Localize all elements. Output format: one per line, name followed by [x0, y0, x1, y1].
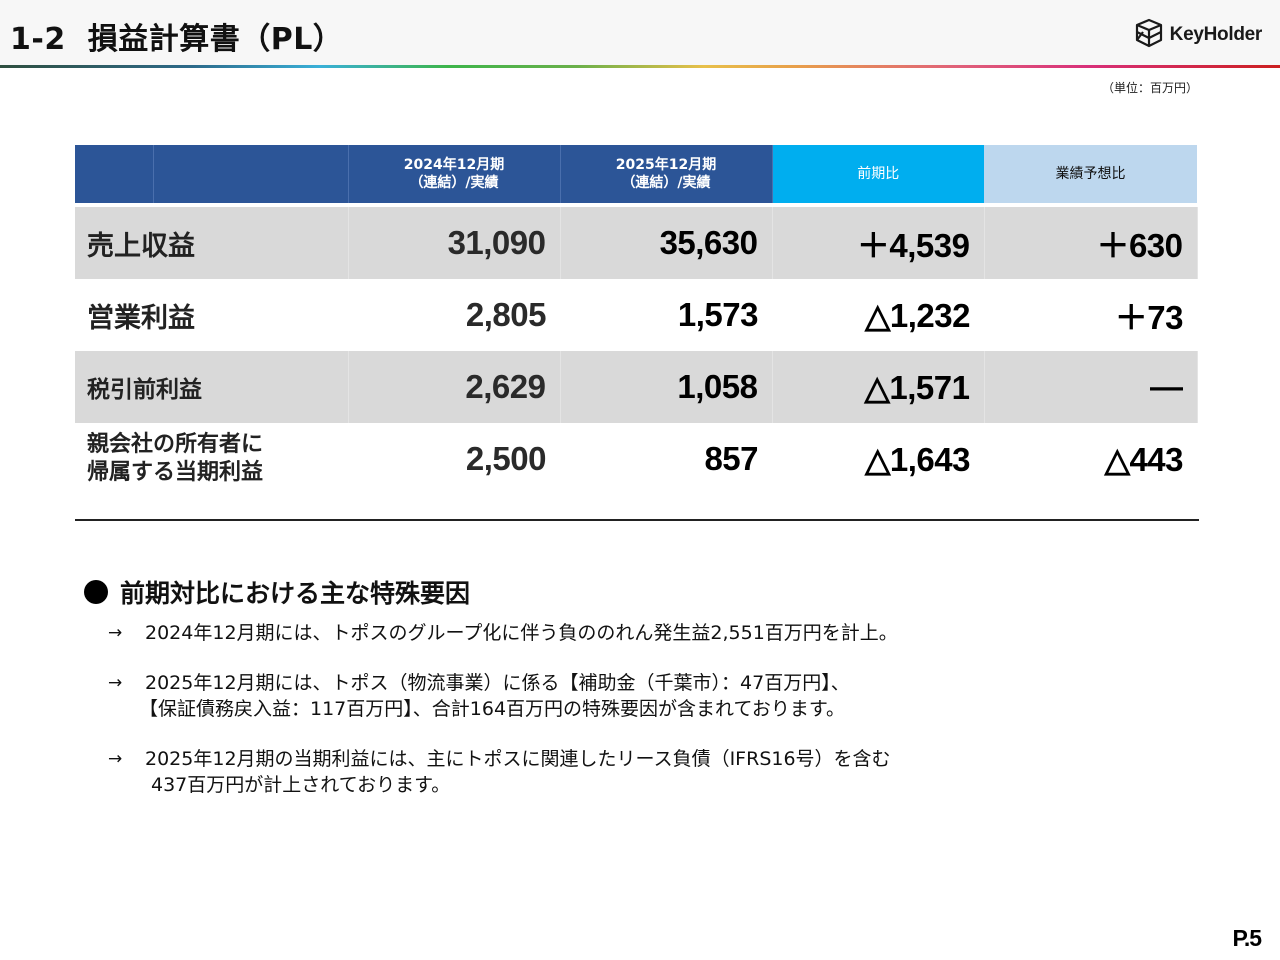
header-fy2024: 2024年12月期 （連結）/実績 — [348, 145, 561, 203]
fy2025-value: 1,058 — [560, 351, 773, 423]
yoy-value: ＋4,539 — [772, 207, 985, 279]
fy2024-value: 2,500 — [465, 440, 547, 477]
table-row-operating-profit: 営業利益 2,805 1,573 △1,232 ＋73 — [75, 279, 1197, 351]
arrow-right-icon: → — [108, 749, 123, 769]
title-text: 損益計算書（PL） — [87, 22, 344, 57]
row-label: 親会社の所有者に 帰属する当期利益 — [87, 432, 264, 485]
yoy-value: △1,643 — [865, 440, 970, 478]
section-number: 1-2 — [10, 22, 66, 57]
header-spacer — [75, 145, 154, 203]
header-item — [153, 145, 349, 203]
pl-table: 2024年12月期 （連結）/実績 2025年12月期 （連結）/実績 前期比 … — [75, 145, 1198, 495]
arrow-right-icon: → — [108, 623, 123, 643]
table-row-pretax-profit: 税引前利益 2,629 1,058 △1,571 — — [75, 351, 1198, 423]
table-row-net-profit: 親会社の所有者に 帰属する当期利益 2,500 857 △1,643 △443 — [75, 423, 1197, 495]
arrow-right-icon: → — [108, 673, 123, 693]
factor-text: 2025年12月期には、トポス（物流事業）に係る【補助金（千葉市）：47百万円】… — [139, 672, 850, 720]
table-bottom-rule — [75, 519, 1199, 521]
table-header-row: 2024年12月期 （連結）/実績 2025年12月期 （連結）/実績 前期比 … — [75, 145, 1197, 203]
fy2025-value: 35,630 — [560, 207, 773, 279]
fy2025-value: 1,573 — [677, 296, 759, 333]
logo-text: KeyHolder — [1169, 24, 1263, 45]
fy2024-value: 2,629 — [348, 351, 561, 423]
header-vs-forecast: 業績予想比 — [984, 145, 1197, 203]
header-yoy: 前期比 — [772, 145, 984, 203]
fy2024-value: 31,090 — [348, 207, 561, 279]
page-title: 1-2 損益計算書（PL） — [10, 14, 343, 58]
vs-forecast-value: ＋630 — [984, 207, 1198, 279]
cube-logo-icon — [1134, 18, 1164, 52]
vs-forecast-value: △443 — [1104, 440, 1184, 478]
unit-note: （単位：百万円） — [1101, 81, 1198, 95]
fy2024-value: 2,805 — [465, 296, 547, 333]
factor-item: → 2024年12月期には、トポスのグループ化に伴う負ののれん発生益2,551百… — [108, 620, 898, 646]
header-gradient-rule — [0, 65, 1280, 68]
slide-header: 1-2 損益計算書（PL） KeyHolder — [0, 0, 1280, 66]
special-factors-section: 前期対比における主な特殊要因 — [84, 574, 470, 610]
table-row-revenue: 売上収益 31,090 35,630 ＋4,539 ＋630 — [75, 207, 1198, 279]
factor-text: 2024年12月期には、トポスのグループ化に伴う負ののれん発生益2,551百万円… — [145, 622, 898, 644]
bullet-circle-icon — [84, 580, 108, 604]
yoy-value: △1,571 — [772, 351, 985, 423]
row-label: 営業利益 — [87, 302, 195, 334]
row-label: 売上収益 — [75, 207, 349, 279]
vs-forecast-value: ＋73 — [1114, 299, 1184, 336]
page-number: P.5 — [1232, 925, 1262, 951]
special-factors-heading: 前期対比における主な特殊要因 — [84, 574, 470, 610]
header-fy2025: 2025年12月期 （連結）/実績 — [560, 145, 773, 203]
factor-text: 2025年12月期の当期利益には、主にトポスに関連したリース負債（IFRS16号… — [145, 748, 891, 796]
yoy-value: △1,232 — [865, 296, 970, 334]
row-label: 税引前利益 — [75, 351, 349, 423]
fy2025-value: 857 — [704, 440, 758, 477]
vs-forecast-value: — — [984, 351, 1198, 423]
factor-item: → 2025年12月期には、トポス（物流事業）に係る【補助金（千葉市）：47百万… — [108, 670, 850, 722]
keyholder-logo: KeyHolder — [1134, 18, 1262, 52]
factor-item: → 2025年12月期の当期利益には、主にトポスに関連したリース負債（IFRS1… — [108, 746, 891, 798]
